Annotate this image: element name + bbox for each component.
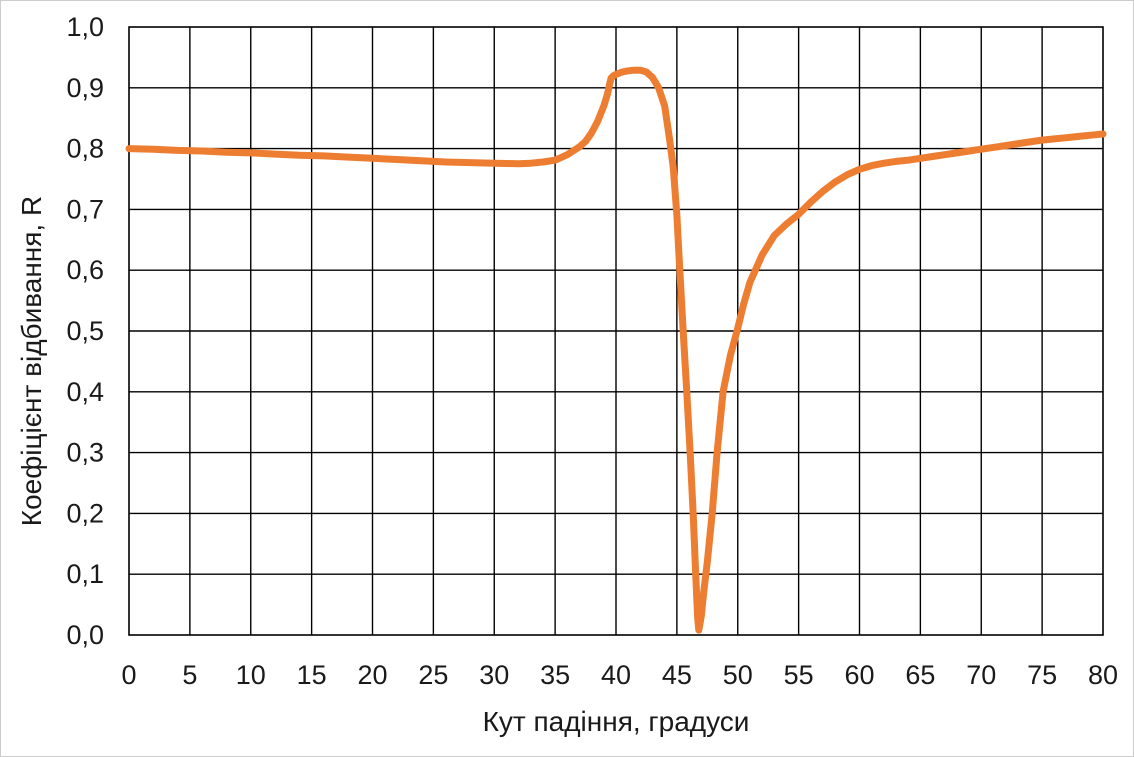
x-axis-tick-labels: 0 5 10 15 20 25 30 35 40 45 50 55 60 65 70 75 80 xyxy=(121,660,1118,690)
x-tick-label: 75 xyxy=(1027,660,1057,690)
gridlines xyxy=(129,27,1103,635)
y-tick-label: 1,0 xyxy=(66,12,104,42)
x-tick-label: 50 xyxy=(723,660,753,690)
x-tick-label: 70 xyxy=(966,660,996,690)
x-tick-label: 60 xyxy=(844,660,874,690)
y-tick-label: 0,4 xyxy=(66,377,104,407)
y-axis-title: Коефіцієнт відбивання, R xyxy=(16,196,47,526)
x-tick-label: 25 xyxy=(418,660,448,690)
x-tick-label: 35 xyxy=(540,660,570,690)
y-tick-label: 0,7 xyxy=(66,194,104,224)
y-tick-label: 0,8 xyxy=(66,134,104,164)
x-tick-label: 80 xyxy=(1088,660,1118,690)
x-axis-title: Кут падіння, градуси xyxy=(483,706,750,737)
x-tick-label: 40 xyxy=(601,660,631,690)
x-tick-label: 15 xyxy=(297,660,327,690)
reflectance-curve xyxy=(125,66,1107,634)
y-tick-label: 0,6 xyxy=(66,255,104,285)
x-tick-label: 45 xyxy=(662,660,692,690)
x-tick-label: 30 xyxy=(479,660,509,690)
y-tick-label: 0,2 xyxy=(66,498,104,528)
plot-border xyxy=(128,26,1104,636)
y-tick-label: 0,3 xyxy=(66,438,104,468)
y-tick-label: 0,0 xyxy=(66,620,104,650)
y-tick-label: 0,5 xyxy=(66,316,104,346)
x-tick-label: 20 xyxy=(357,660,387,690)
x-tick-label: 10 xyxy=(236,660,266,690)
x-tick-label: 5 xyxy=(182,660,197,690)
x-tick-label: 55 xyxy=(784,660,814,690)
y-tick-label: 0,1 xyxy=(66,559,104,589)
y-tick-label: 0,9 xyxy=(66,73,104,103)
x-tick-label: 65 xyxy=(905,660,935,690)
y-axis-tick-labels: 0,0 0,1 0,2 0,3 0,4 0,5 0,6 0,7 0,8 0,9 1,0 xyxy=(66,12,104,650)
x-tick-label: 0 xyxy=(121,660,136,690)
